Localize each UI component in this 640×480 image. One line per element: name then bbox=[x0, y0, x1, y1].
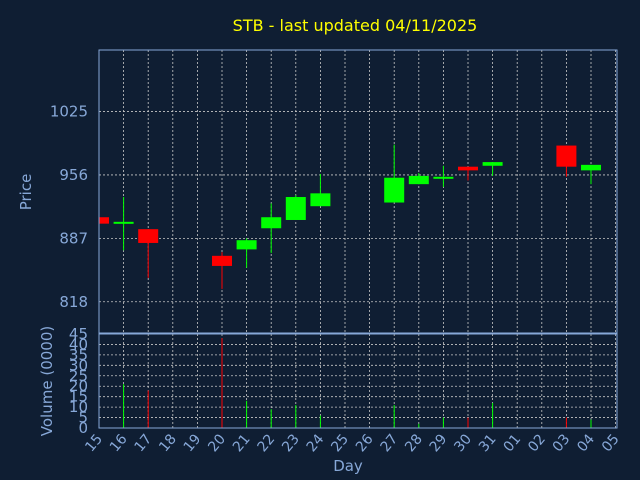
candle bbox=[482, 162, 503, 176]
price-axis-label: Price bbox=[17, 174, 35, 211]
volume-tick-label: 0 bbox=[78, 419, 88, 437]
price-panel: 818 887 956 1025 Price bbox=[17, 49, 618, 334]
candle-body bbox=[261, 217, 282, 229]
candle-body bbox=[408, 175, 429, 185]
candle-body bbox=[581, 164, 601, 171]
price-tick-label: 887 bbox=[59, 229, 88, 247]
day-axis: 15 16 17 18 19 20 21 22 23 24 25 26 27 28 29 30 31 01 02 03… bbox=[82, 431, 622, 455]
volume-tick-label: 15 bbox=[69, 388, 88, 406]
candle bbox=[236, 238, 257, 268]
price-tick-label: 956 bbox=[59, 166, 88, 184]
candle-body bbox=[482, 162, 503, 166]
day-axis-label: Day bbox=[333, 457, 363, 475]
volume-frame bbox=[98, 333, 618, 429]
candle bbox=[261, 203, 282, 254]
candle-body bbox=[236, 240, 257, 250]
volume-bars bbox=[123, 338, 592, 428]
candle bbox=[113, 197, 134, 251]
candle bbox=[138, 229, 159, 278]
price-grid bbox=[99, 50, 617, 333]
volume-tick-label: 45 bbox=[69, 325, 88, 343]
price-frame bbox=[98, 49, 618, 334]
candle bbox=[408, 173, 429, 185]
volume-tick-label: 20 bbox=[69, 377, 88, 395]
candle bbox=[458, 166, 478, 181]
candle bbox=[556, 145, 577, 177]
candle-body bbox=[212, 255, 232, 266]
volume-tick-label: 5 bbox=[78, 409, 88, 427]
candle-body bbox=[113, 221, 134, 224]
candle-body bbox=[384, 177, 405, 203]
candle bbox=[310, 174, 331, 207]
volume-tick-label: 30 bbox=[69, 356, 88, 374]
candle bbox=[384, 144, 405, 203]
candle-body bbox=[458, 166, 478, 171]
chart-title: STB - last updated 04/11/2025 bbox=[233, 16, 478, 35]
candle-body bbox=[310, 193, 331, 207]
price-tick-label: 1025 bbox=[50, 103, 88, 121]
volume-axis-label: Volume (0000) bbox=[38, 326, 56, 436]
candle bbox=[285, 195, 306, 220]
candle-body bbox=[138, 229, 159, 243]
volume-tick-label: 25 bbox=[69, 367, 88, 385]
volume-tick-label: 40 bbox=[69, 335, 88, 353]
price-tick-label: 818 bbox=[59, 293, 88, 311]
candle-body bbox=[433, 176, 454, 179]
volume-tick-label: 10 bbox=[69, 398, 88, 416]
candle bbox=[212, 252, 232, 289]
price-axis: 818 887 956 1025 bbox=[50, 103, 88, 311]
price-candles bbox=[98, 144, 601, 289]
volume-tick-label: 35 bbox=[69, 346, 88, 364]
candle bbox=[581, 164, 601, 185]
candle-body bbox=[285, 197, 306, 220]
candle-body bbox=[556, 145, 577, 167]
candle-body bbox=[99, 217, 109, 224]
candle bbox=[433, 165, 454, 187]
